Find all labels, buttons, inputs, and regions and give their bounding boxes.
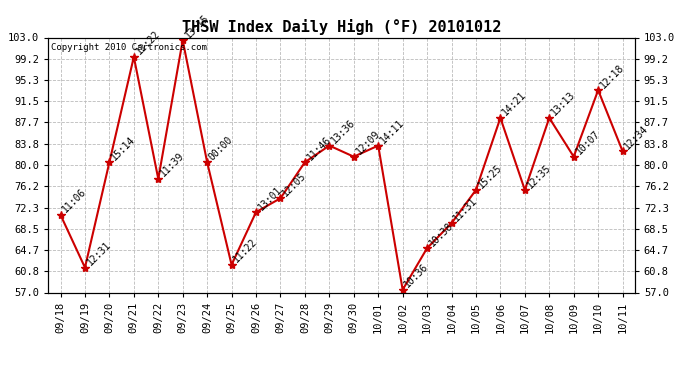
Text: 12:09: 12:09: [354, 129, 382, 157]
Text: 11:39: 11:39: [158, 151, 186, 179]
Text: 13:15: 13:15: [183, 12, 210, 40]
Text: 11:31: 11:31: [451, 195, 480, 223]
Text: 12:18: 12:18: [598, 62, 626, 90]
Text: 12:05: 12:05: [280, 170, 308, 198]
Text: 11:06: 11:06: [61, 187, 88, 215]
Text: 15:14: 15:14: [110, 134, 137, 162]
Text: 11:46: 11:46: [305, 134, 333, 162]
Text: 12:31: 12:31: [85, 240, 112, 267]
Text: 15:25: 15:25: [476, 162, 504, 190]
Text: 11:22: 11:22: [232, 237, 259, 265]
Text: 10:07: 10:07: [573, 129, 602, 157]
Text: 12:35: 12:35: [525, 162, 553, 190]
Text: 00:00: 00:00: [207, 134, 235, 162]
Title: THSW Index Daily High (°F) 20101012: THSW Index Daily High (°F) 20101012: [182, 19, 501, 35]
Text: 13:01: 13:01: [256, 184, 284, 212]
Text: Copyright 2010 Cartronics.com: Copyright 2010 Cartronics.com: [51, 43, 207, 52]
Text: 14:21: 14:21: [500, 90, 529, 118]
Text: 10:36: 10:36: [403, 262, 431, 290]
Text: 12:22: 12:22: [134, 29, 161, 57]
Text: 10:38: 10:38: [427, 220, 455, 248]
Text: 12:34: 12:34: [622, 123, 651, 151]
Text: 14:11: 14:11: [378, 118, 406, 146]
Text: 13:13: 13:13: [549, 90, 577, 118]
Text: 13:36: 13:36: [329, 118, 357, 146]
